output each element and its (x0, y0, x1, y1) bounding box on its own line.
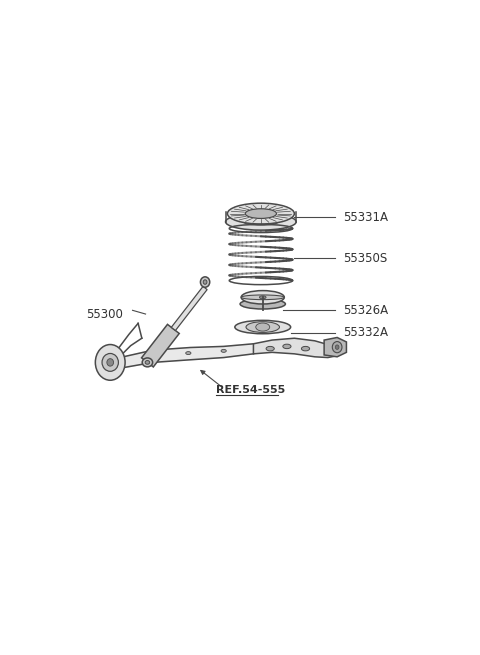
Text: 55300: 55300 (86, 308, 123, 320)
Ellipse shape (107, 359, 114, 366)
Text: 55332A: 55332A (343, 326, 388, 339)
Text: 55326A: 55326A (343, 304, 388, 317)
Ellipse shape (246, 322, 279, 332)
Ellipse shape (235, 320, 290, 334)
Ellipse shape (245, 209, 276, 218)
Polygon shape (324, 337, 347, 357)
Ellipse shape (283, 344, 291, 348)
Polygon shape (171, 286, 207, 331)
Ellipse shape (102, 354, 119, 371)
Polygon shape (142, 324, 179, 367)
Ellipse shape (266, 346, 274, 351)
Ellipse shape (226, 214, 296, 230)
Ellipse shape (186, 352, 191, 354)
Ellipse shape (335, 345, 339, 349)
Ellipse shape (228, 203, 294, 224)
Ellipse shape (241, 295, 284, 299)
Polygon shape (253, 338, 335, 358)
Ellipse shape (203, 280, 207, 284)
Ellipse shape (332, 341, 342, 353)
Text: 55331A: 55331A (343, 211, 388, 224)
Ellipse shape (96, 345, 125, 381)
Text: REF.54-555: REF.54-555 (216, 385, 286, 396)
Ellipse shape (142, 358, 153, 367)
Ellipse shape (240, 299, 286, 309)
Ellipse shape (145, 360, 150, 364)
Ellipse shape (256, 323, 270, 331)
Ellipse shape (221, 349, 226, 352)
Polygon shape (121, 344, 253, 368)
Ellipse shape (241, 291, 284, 304)
Ellipse shape (201, 277, 210, 288)
Ellipse shape (259, 296, 266, 299)
Ellipse shape (301, 346, 310, 351)
Ellipse shape (243, 218, 278, 225)
Text: 55350S: 55350S (343, 252, 387, 265)
